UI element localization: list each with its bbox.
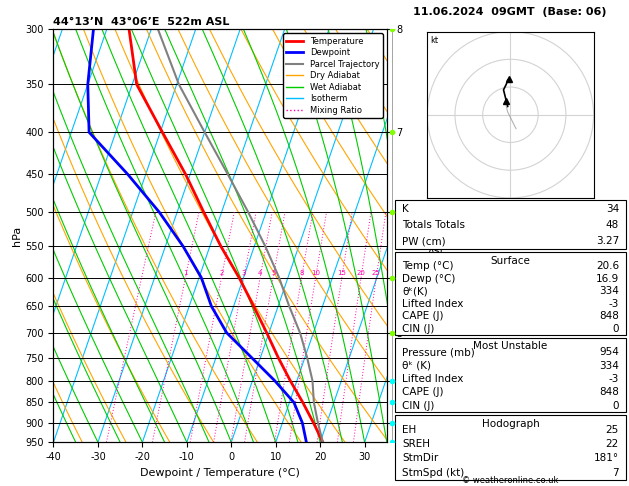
Text: 20.6: 20.6 xyxy=(596,261,619,271)
Text: CAPE (J): CAPE (J) xyxy=(402,312,443,321)
Bar xyxy=(395,338,626,412)
Text: 848: 848 xyxy=(599,312,619,321)
Text: 3.27: 3.27 xyxy=(596,236,619,246)
Legend: Temperature, Dewpoint, Parcel Trajectory, Dry Adiabat, Wet Adiabat, Isotherm, Mi: Temperature, Dewpoint, Parcel Trajectory… xyxy=(283,34,382,118)
Text: Lifted Index: Lifted Index xyxy=(402,299,464,309)
Bar xyxy=(395,252,626,335)
Text: 10: 10 xyxy=(311,270,320,276)
Text: Pressure (mb): Pressure (mb) xyxy=(402,347,475,357)
Text: 25: 25 xyxy=(606,425,619,435)
Text: 34: 34 xyxy=(606,204,619,213)
Text: EH: EH xyxy=(402,425,416,435)
Text: Lifted Index: Lifted Index xyxy=(402,374,464,384)
Text: 7: 7 xyxy=(612,468,619,478)
Text: SREH: SREH xyxy=(402,439,430,449)
Text: K: K xyxy=(402,204,409,213)
Text: θᵏ(K): θᵏ(K) xyxy=(402,286,428,296)
Text: 5: 5 xyxy=(271,270,276,276)
Text: Hodograph: Hodograph xyxy=(482,418,539,429)
Text: 16.9: 16.9 xyxy=(596,274,619,284)
Text: Dewp (°C): Dewp (°C) xyxy=(402,274,455,284)
Text: θᵏ (K): θᵏ (K) xyxy=(402,361,431,370)
Text: StmSpd (kt): StmSpd (kt) xyxy=(402,468,464,478)
Text: CIN (J): CIN (J) xyxy=(402,324,434,334)
Y-axis label: hPa: hPa xyxy=(13,226,23,246)
Text: 25: 25 xyxy=(372,270,381,276)
Text: 44°13’N  43°06’E  522m ASL: 44°13’N 43°06’E 522m ASL xyxy=(53,17,230,27)
Bar xyxy=(395,415,626,480)
Text: CIN (J): CIN (J) xyxy=(402,400,434,411)
Text: 8: 8 xyxy=(299,270,304,276)
Text: 3: 3 xyxy=(242,270,246,276)
Text: Temp (°C): Temp (°C) xyxy=(402,261,454,271)
Text: Surface: Surface xyxy=(491,256,530,266)
Text: 15: 15 xyxy=(337,270,347,276)
Y-axis label: km
ASL: km ASL xyxy=(428,236,446,257)
Text: 48: 48 xyxy=(606,220,619,230)
Text: 11.06.2024  09GMT  (Base: 06): 11.06.2024 09GMT (Base: 06) xyxy=(413,7,606,17)
Text: CAPE (J): CAPE (J) xyxy=(402,387,443,397)
Text: -3: -3 xyxy=(608,299,619,309)
Text: © weatheronline.co.uk: © weatheronline.co.uk xyxy=(462,476,559,485)
Text: 0: 0 xyxy=(613,324,619,334)
Text: 181°: 181° xyxy=(594,453,619,463)
Text: 2: 2 xyxy=(220,270,224,276)
Text: 334: 334 xyxy=(599,286,619,296)
Text: StmDir: StmDir xyxy=(402,453,438,463)
Text: 22: 22 xyxy=(606,439,619,449)
Text: 334: 334 xyxy=(599,361,619,370)
X-axis label: Dewpoint / Temperature (°C): Dewpoint / Temperature (°C) xyxy=(140,468,300,478)
Text: 1: 1 xyxy=(183,270,187,276)
Text: Totals Totals: Totals Totals xyxy=(402,220,465,230)
Bar xyxy=(395,200,626,249)
Text: 954: 954 xyxy=(599,347,619,357)
Text: PW (cm): PW (cm) xyxy=(402,236,445,246)
Text: -3: -3 xyxy=(608,374,619,384)
Text: 848: 848 xyxy=(599,387,619,397)
Text: 4: 4 xyxy=(258,270,262,276)
Text: Most Unstable: Most Unstable xyxy=(473,341,548,351)
Text: kt: kt xyxy=(430,35,438,45)
Text: 20: 20 xyxy=(357,270,365,276)
Text: 0: 0 xyxy=(613,400,619,411)
